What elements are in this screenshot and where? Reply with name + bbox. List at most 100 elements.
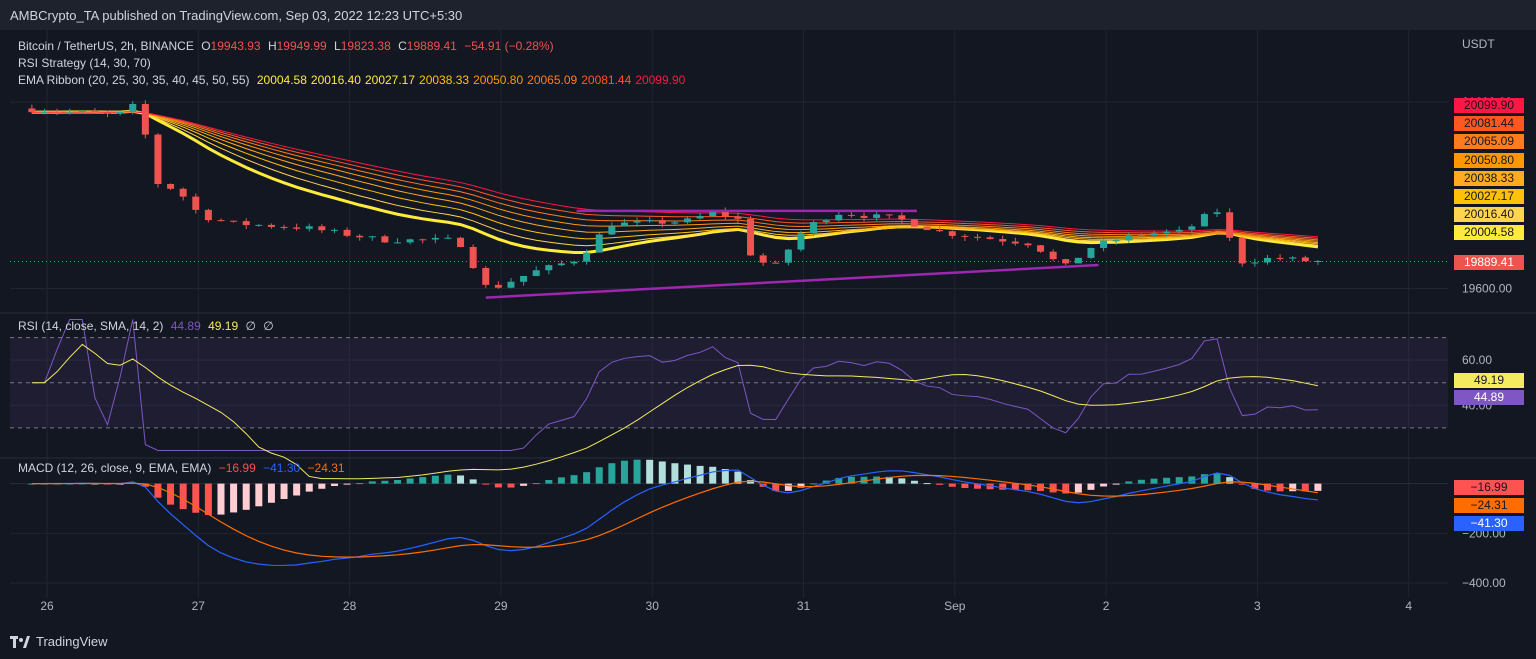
candle [280,224,288,231]
time-tick-label: 26 [40,599,54,613]
candle [747,216,755,256]
macd-histogram-bar [1251,483,1259,489]
candle [923,226,931,231]
candle [406,238,414,245]
time-tick-label: 30 [646,599,660,613]
candle [381,234,389,244]
tradingview-logo-icon [10,635,30,648]
macd-histogram-bar [671,463,679,484]
candle [545,264,553,275]
candle [318,224,326,234]
macd-histogram-bar [835,477,843,484]
candle [293,223,301,231]
macd-histogram-bar [973,483,981,489]
candle [419,238,427,244]
candle [1251,258,1259,267]
macd-line-value: −41.30 [263,461,301,475]
low-value: 19823.38 [340,39,391,53]
candle [1150,231,1158,239]
macd-histogram-bar [192,483,200,513]
macd-histogram-bar [1137,479,1145,484]
macd-histogram-bar [494,483,502,488]
tradingview-logo[interactable]: TradingView [10,634,108,649]
macd-histogram-bar [608,463,616,484]
candle [936,226,944,233]
candle [1314,260,1322,265]
price-tick-label: 19600.00 [1462,282,1512,296]
rsi-band [10,337,1448,428]
candle [1238,236,1246,267]
macd-histogram-bar [1011,483,1019,491]
time-tick-label: 28 [343,599,357,613]
candle [1263,254,1271,265]
macd-histogram-bar [469,479,477,484]
candle [847,212,855,218]
macd-histogram-bar [1112,483,1120,485]
ema-value: 20065.09 [527,73,578,87]
candle [368,235,376,241]
candle [810,220,818,237]
grid [0,30,1536,598]
time-tick-label: 31 [797,599,811,613]
macd-histogram-bar [1238,483,1246,485]
candle [444,234,452,240]
candle [305,223,313,232]
macd-signal-value: −24.31 [307,461,345,475]
candle [1062,258,1070,266]
macd-histogram-bar [658,461,666,484]
macd-histogram-bar [1062,483,1070,494]
ema-price-tag: 20038.33 [1454,170,1524,186]
ema-value: 20081.44 [581,73,632,87]
ema-price-tag: 20065.09 [1454,134,1524,150]
candle [898,212,906,224]
candle [608,222,616,236]
macd-histogram-bar [709,466,717,484]
candle [204,208,212,223]
macd-histogram-bar [1263,483,1271,491]
macd-histogram-bar [242,483,250,510]
rsi-extra-1: ∅ [245,319,256,333]
candle [28,104,36,114]
candle [633,217,641,227]
candle [1087,247,1095,259]
chart-canvas[interactable]: USDT21600.0019600.0060.0040.00−200.00−40… [0,30,1536,628]
macd-histogram-bar [381,480,389,484]
candle [192,193,200,214]
macd-histogram-bar [230,483,238,513]
macd-histogram-bar [343,483,351,485]
candle [658,217,666,228]
candle [1226,208,1234,242]
macd-histogram-bar [520,483,528,486]
candle [873,210,881,221]
macd-histogram-bar [734,471,742,484]
candle [116,111,124,116]
candle [835,211,843,222]
macd-histogram-bar [457,475,465,484]
macd-histogram-bar [784,483,792,491]
candle [797,230,805,252]
ema-price-tag: 20081.44 [1454,116,1524,132]
rsi-pane [10,319,1448,480]
candle [885,214,893,219]
rsi-legend: RSI (14, close, SMA, 14, 2) 44.89 49.19 … [18,319,278,333]
macd-signal-tag: −24.31 [1454,497,1524,513]
macd-histogram-bar [936,483,944,485]
candle [784,248,792,266]
open-label: O [201,39,211,53]
candle [494,281,502,289]
candle [179,187,187,201]
ema-values: 20004.58 20016.40 20027.17 20038.33 20050.80… [257,73,690,87]
macd-histogram-bar [986,483,994,490]
rsi-tag: 44.89 [1454,390,1524,406]
candle [973,233,981,241]
ema-ribbon-label: EMA Ribbon (20, 25, 30, 35, 40, 45, 50, … [18,73,250,87]
price-pane [10,100,1448,299]
macd-histogram-bar [356,483,364,485]
candle [78,109,86,114]
macd-signal-line [31,474,1319,558]
candle [167,183,175,191]
ema-value: 20027.17 [364,73,416,87]
price-legend: Bitcoin / TetherUS, 2h, BINANCE O19943.9… [18,39,558,53]
macd-histogram-bar [898,478,906,484]
candle [53,108,61,116]
